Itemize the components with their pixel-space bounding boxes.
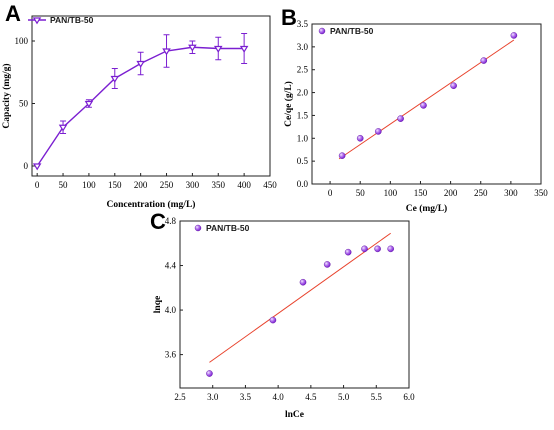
y-tick-label: 50 [19,99,29,109]
x-tick-label: 0 [328,188,333,198]
x-tick-label: 250 [160,180,174,190]
plot-frame [31,15,271,177]
fit-line [338,39,515,160]
x-tick-label: 150 [414,188,428,198]
plot-frame [311,23,542,185]
legend-marker [318,27,326,35]
data-point [387,245,394,253]
data-point [239,45,249,53]
x-tick-label: 6.0 [403,392,415,402]
x-tick-label: 350 [212,180,226,190]
data-point [480,57,488,64]
y-tick-label: 1.5 [297,110,309,120]
panel-a-capacity-chart: 0 50 100 150 200 250 300 350 400 450 0 50 100 Concent… [1,1,277,210]
data-point [344,248,352,256]
panel-b-langmuir-chart: 0 50 100 150 200 250 300 350 0.0 0.5 1.0 1.5 2.0 2.5 3… [281,5,548,214]
x-tick-label: 300 [504,188,518,198]
data-point [510,32,518,39]
data-point [420,102,427,109]
data-point [32,163,42,171]
y-tick-label: 0.0 [297,179,309,189]
y-axis-label: lnqe [153,296,163,313]
data-point [361,245,368,253]
x-tick-label: 4.5 [305,392,317,402]
y-axis-label: Capacity (mg/g) [1,63,12,128]
x-tick-label: 200 [444,188,458,198]
x-tick-label: 100 [82,180,96,190]
data-point [299,278,307,286]
x-tick-label: 2.5 [174,392,186,402]
x-tick-label: 50 [59,180,69,190]
data-point [188,44,197,52]
x-tick-label: 400 [237,180,251,190]
x-tick-label: 250 [474,188,488,198]
panel-letter: C [150,209,166,234]
legend-label: PAN/TB-50 [50,15,94,25]
y-tick-label: 4.4 [165,261,177,271]
legend-label: PAN/TB-50 [330,26,374,36]
x-tick-label: 3.5 [240,392,252,402]
data-point [269,316,277,324]
x-tick-label: 300 [186,180,200,190]
panel-letter: A [5,1,21,26]
data-point [162,48,171,56]
x-tick-label: 3.0 [207,392,219,402]
data-point [136,60,145,68]
x-tick-label: 4.0 [273,392,285,402]
x-tick-label: 0 [35,180,40,190]
y-tick-label: 1.0 [297,133,309,143]
y-tick-label: 2.5 [297,65,309,75]
y-tick-label: 2.0 [297,88,309,98]
y-tick-label: 0 [24,161,29,171]
data-point [374,245,381,253]
y-tick-label: 3.5 [297,19,309,29]
legend-marker [194,224,202,232]
x-tick-label: 450 [263,180,277,190]
legend-label: PAN/TB-50 [206,223,250,233]
data-point [84,100,94,108]
data-point [323,261,331,268]
x-tick-label: 200 [134,180,148,190]
y-tick-label: 0.5 [297,156,309,166]
x-axis-label: lnCe [285,410,304,420]
y-tick-label: 3.6 [165,350,177,360]
legend-marker [32,17,42,25]
x-tick-label: 100 [384,188,398,198]
x-tick-label: 5.0 [338,392,350,402]
panel-c-freundlich-chart: 2.5 3.0 3.5 4.0 4.5 5.0 5.5 6.0 3.6 4.0 4.4 4.8 lnCe… [150,209,415,420]
x-axis-label: Ce (mg/L) [406,203,447,214]
x-tick-label: 50 [356,188,366,198]
data-point [450,82,457,90]
data-point [206,370,213,377]
data-point [58,124,68,132]
y-tick-label: 4.8 [165,216,177,226]
data-point [213,45,223,53]
x-tick-label: 350 [534,188,548,198]
y-axis-label: Ce/qe (g/L) [283,81,294,127]
y-tick-label: 100 [15,36,29,46]
x-axis-label: Concentration (mg/L) [107,199,196,210]
data-point [356,134,364,142]
x-tick-label: 5.5 [371,392,383,402]
data-point [374,128,382,135]
data-point [110,75,120,83]
x-tick-label: 150 [108,180,122,190]
y-tick-label: 4.0 [165,305,177,315]
plot-frame [179,220,410,389]
data-point [338,152,346,159]
panel-letter: B [281,5,297,30]
y-tick-label: 3.0 [297,42,309,52]
data-point [397,115,404,122]
fit-line [209,232,391,363]
